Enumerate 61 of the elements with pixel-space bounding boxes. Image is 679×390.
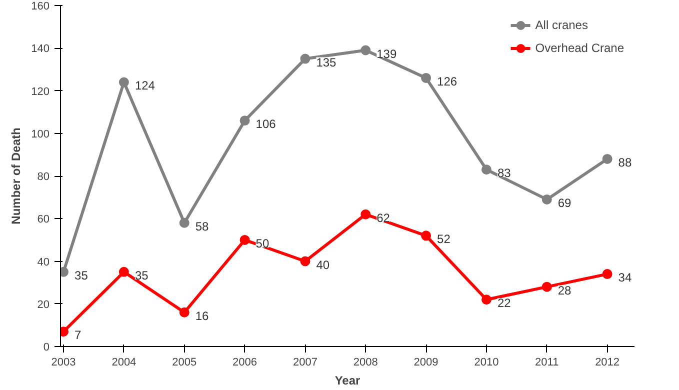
x-tick-label: 2012 xyxy=(595,356,620,368)
legend-label: All cranes xyxy=(535,18,588,32)
data-label: 106 xyxy=(256,117,276,132)
data-label: 16 xyxy=(195,308,210,323)
point xyxy=(179,307,190,318)
point xyxy=(481,294,492,305)
x-tick-label: 2007 xyxy=(292,356,318,368)
y-axis-title: Number of Death xyxy=(9,128,24,224)
point xyxy=(602,269,612,280)
data-label: 35 xyxy=(134,268,149,282)
data-label: 88 xyxy=(618,155,632,170)
data-label: 62 xyxy=(376,210,390,225)
y-tick-label: 140 xyxy=(31,43,50,56)
data-label: 7 xyxy=(74,328,82,342)
data-label: 83 xyxy=(497,166,512,180)
point xyxy=(300,54,310,64)
point xyxy=(240,234,250,245)
data-label: 40 xyxy=(316,258,330,272)
data-label: 52 xyxy=(437,232,451,246)
data-label: 135 xyxy=(316,55,337,70)
data-label: 34 xyxy=(618,270,632,285)
data-label: 69 xyxy=(558,196,572,210)
point xyxy=(602,154,612,164)
data-label: 28 xyxy=(558,283,572,298)
y-tick-label: 160 xyxy=(31,0,50,12)
x-tick-label: 2009 xyxy=(414,356,438,368)
data-label: 35 xyxy=(74,268,88,282)
point xyxy=(481,164,492,175)
x-tick-label: 2003 xyxy=(51,356,76,368)
point xyxy=(542,282,552,292)
point xyxy=(240,116,250,126)
point xyxy=(360,209,371,220)
x-tick-label: 2005 xyxy=(172,356,197,368)
y-tick-label: 0 xyxy=(43,342,50,354)
data-label: 22 xyxy=(497,296,512,310)
point xyxy=(118,77,129,88)
data-label: 50 xyxy=(256,236,270,250)
point xyxy=(179,218,190,228)
x-tick-label: 2006 xyxy=(232,356,258,368)
x-axis-title: Year xyxy=(334,374,361,388)
data-label: 58 xyxy=(195,219,210,234)
x-tick-label: 2011 xyxy=(535,356,559,368)
y-tick-label: 80 xyxy=(37,171,50,183)
point xyxy=(360,45,371,56)
legend-label: Overhead Crane xyxy=(535,41,624,55)
point xyxy=(542,194,552,204)
data-label: 124 xyxy=(134,78,156,93)
data-label: 126 xyxy=(437,74,458,88)
y-tick-label: 60 xyxy=(37,214,50,226)
point xyxy=(421,72,432,83)
point xyxy=(300,256,310,266)
y-tick-label: 120 xyxy=(31,86,50,98)
point xyxy=(118,266,129,277)
y-tick-label: 20 xyxy=(37,298,50,311)
x-tick-label: 2010 xyxy=(474,356,499,368)
y-tick-label: 40 xyxy=(37,256,50,268)
x-tick-label: 2008 xyxy=(353,356,378,368)
y-tick-label: 100 xyxy=(31,128,50,140)
point xyxy=(421,230,432,241)
x-tick-label: 2004 xyxy=(112,356,136,368)
data-label: 139 xyxy=(376,46,397,61)
